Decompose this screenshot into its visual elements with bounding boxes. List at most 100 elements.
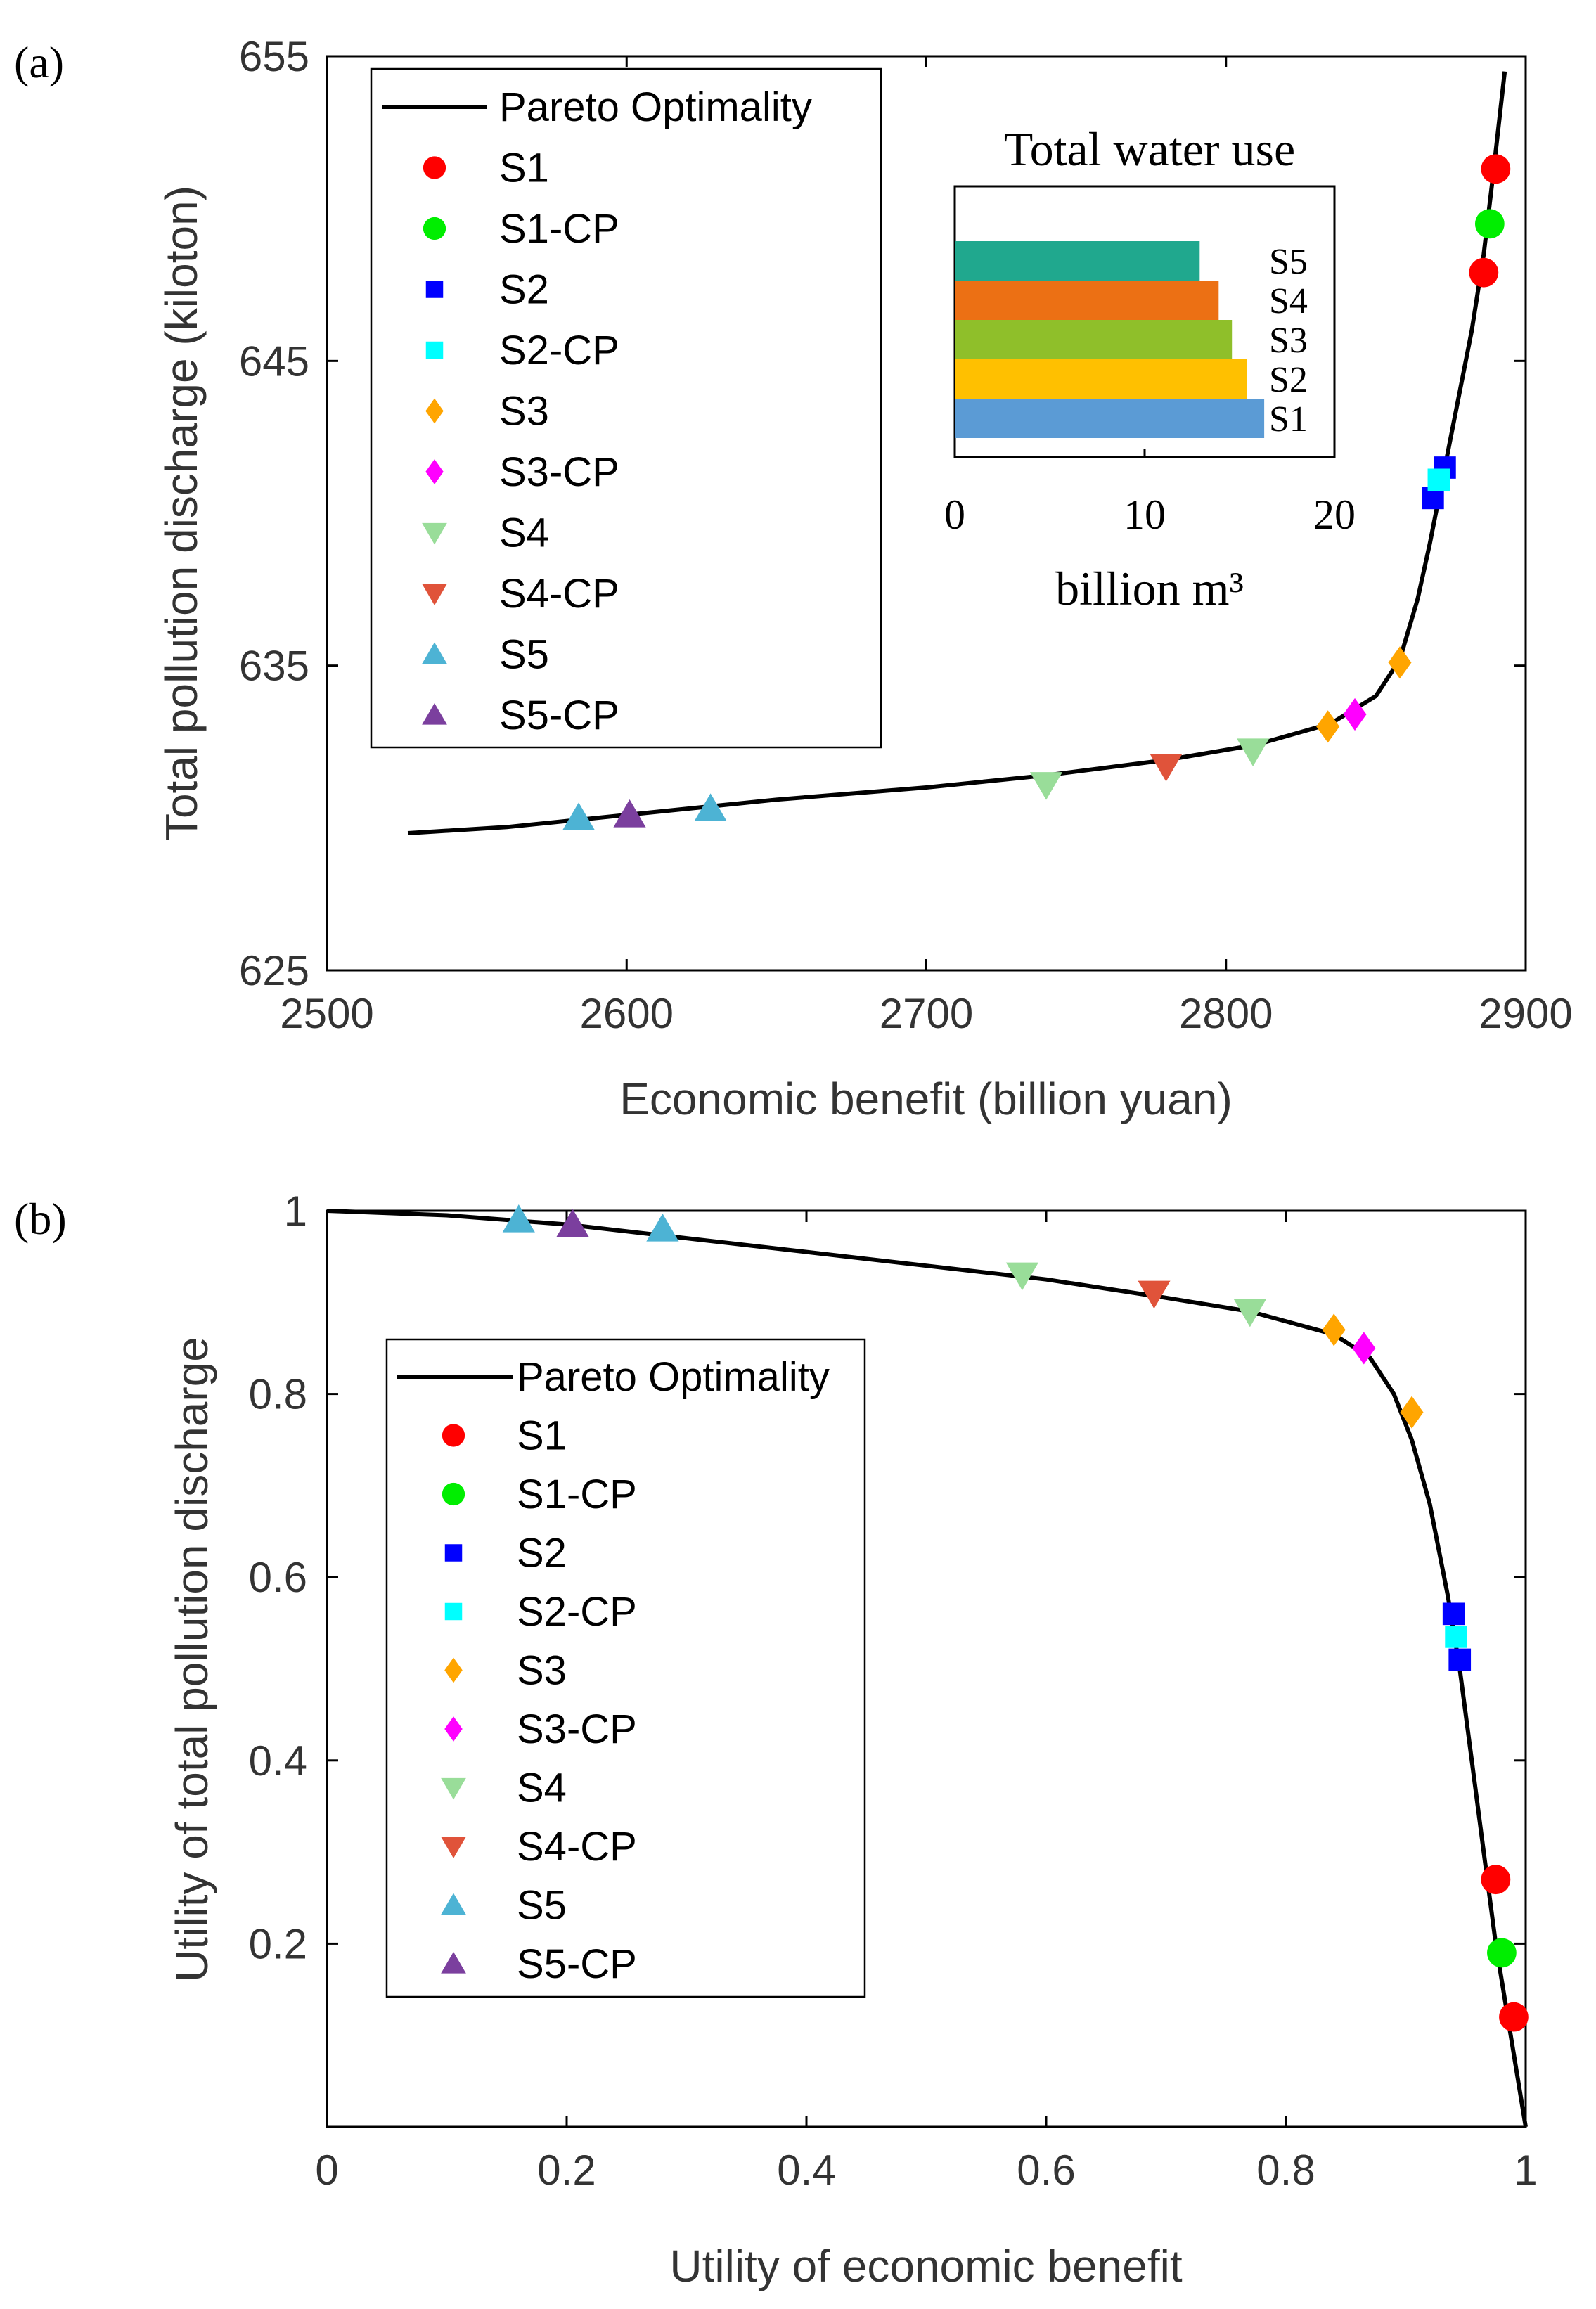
legend-label-s2: S2 bbox=[517, 1531, 567, 1576]
x-tick-label: 0.4 bbox=[777, 2147, 835, 2194]
marker-s2-cp bbox=[1427, 468, 1450, 491]
legend-marker-s5-cp bbox=[422, 703, 447, 725]
legend-marker-s2-cp bbox=[425, 341, 444, 359]
legend-label-s2-cp: S2-CP bbox=[517, 1589, 637, 1635]
inset-category-label: S3 bbox=[1269, 321, 1308, 361]
legend-marker-s3-cp bbox=[425, 459, 444, 484]
inset-x-tick-label: 10 bbox=[1124, 491, 1166, 538]
x-tick-label: 0.8 bbox=[1256, 2147, 1315, 2194]
legend-marker-s3 bbox=[444, 1657, 463, 1683]
inset-title: Total water use bbox=[1004, 122, 1295, 176]
y-tick-label: 645 bbox=[239, 337, 309, 385]
legend-label-s1: S1 bbox=[499, 146, 549, 191]
y-tick-label: 0.2 bbox=[249, 1920, 307, 1967]
legend-label-s5: S5 bbox=[499, 632, 549, 678]
panel-b-data-points bbox=[502, 1204, 1529, 2032]
marker-s3 bbox=[1400, 1396, 1424, 1429]
marker-s4-cp bbox=[1138, 1280, 1171, 1309]
panel-b-y-ticks: 0.2 0.4 0.6 0.8 1 bbox=[249, 1188, 1526, 1967]
marker-s5 bbox=[502, 1204, 535, 1233]
marker-s5 bbox=[562, 802, 596, 830]
inset-category-label: S4 bbox=[1269, 281, 1308, 321]
panel-a: (a) 2500 2600 2700 2800 2900 625 635 645 655 Ec… bbox=[14, 33, 1573, 1124]
legend-label-s5-cp: S5-CP bbox=[517, 1941, 637, 1987]
inset-x-tick-label: 0 bbox=[944, 491, 965, 538]
legend-marker-s1-cp bbox=[442, 1482, 465, 1506]
panel-b: (b) 0 0.2 0.4 0.6 0.8 1 0.2 0.4 0.6 0.8 1 Utility… bbox=[14, 1188, 1538, 2291]
y-tick-label: 0.8 bbox=[249, 1371, 307, 1418]
panel-b-x-axis-label: Utility of economic benefit bbox=[669, 2241, 1182, 2291]
marker-s5-cp bbox=[556, 1209, 589, 1237]
x-tick-label: 1 bbox=[1514, 2147, 1537, 2194]
legend-marker-s3-cp bbox=[444, 1716, 463, 1742]
x-tick-label: 2900 bbox=[1479, 990, 1572, 1037]
x-tick-label: 0.6 bbox=[1017, 2147, 1075, 2194]
inset-category-label: S2 bbox=[1269, 360, 1308, 400]
legend-marker-s1-cp bbox=[423, 217, 446, 240]
legend-label-s3: S3 bbox=[517, 1648, 567, 1694]
panel-b-y-axis-label: Utility of total pollution discharge bbox=[167, 1337, 217, 1982]
legend-label-pareto: Pareto Optimality bbox=[517, 1354, 830, 1400]
legend-marker-s5 bbox=[422, 642, 447, 664]
legend-marker-s2 bbox=[425, 281, 444, 298]
inset-category-label: S1 bbox=[1269, 399, 1308, 439]
panel-b-pareto-curve bbox=[326, 1209, 1528, 2128]
inset-x-tick-label: 20 bbox=[1313, 491, 1356, 538]
inset-x-ticks: 0 10 20 bbox=[944, 449, 1356, 538]
marker-s5 bbox=[694, 793, 727, 821]
legend-marker-s5-cp bbox=[441, 1952, 466, 1974]
inset-bar-s3 bbox=[955, 320, 1233, 359]
legend-label-s1: S1 bbox=[517, 1413, 567, 1459]
marker-s2 bbox=[1442, 1602, 1465, 1626]
pareto-curve-line bbox=[407, 71, 1507, 835]
pareto-curve-line bbox=[326, 1209, 1528, 2128]
marker-s3 bbox=[1388, 646, 1412, 679]
panel-a-x-ticks: 2500 2600 2700 2800 2900 bbox=[280, 56, 1573, 1037]
legend-label-s5: S5 bbox=[517, 1883, 567, 1929]
legend-label-pareto: Pareto Optimality bbox=[499, 84, 812, 130]
inset-bar-s4 bbox=[955, 281, 1219, 320]
marker-s5-cp bbox=[613, 799, 646, 828]
legend-marker-s1 bbox=[442, 1424, 465, 1447]
legend-label-s1-cp: S1-CP bbox=[499, 206, 619, 252]
panel-b-label: (b) bbox=[14, 1194, 67, 1244]
panel-a-label: (a) bbox=[14, 37, 64, 87]
y-tick-label: 655 bbox=[239, 33, 309, 80]
legend-label-s3-cp: S3-CP bbox=[517, 1706, 637, 1752]
x-tick-label: 2500 bbox=[280, 990, 373, 1037]
marker-s1-cp bbox=[1487, 1938, 1517, 1968]
x-tick-label: 0 bbox=[315, 2147, 338, 2194]
inset-bar-s5 bbox=[955, 241, 1200, 281]
panel-b-legend: Pareto Optimality S1 S1-CP S2 S2-CP S3 S3-CP S4… bbox=[397, 1354, 830, 1987]
legend-marker-s4-cp bbox=[422, 584, 447, 605]
marker-s2-cp bbox=[1445, 1626, 1467, 1648]
legend-label-s4: S4 bbox=[517, 1765, 567, 1811]
legend-label-s4-cp: S4-CP bbox=[499, 571, 619, 617]
panel-a-y-axis-label: Total pollution discharge (kiloton) bbox=[156, 186, 207, 841]
panel-a-pareto-curve bbox=[407, 71, 1507, 835]
legend-label-s3-cp: S3-CP bbox=[499, 449, 619, 495]
y-tick-label: 0.4 bbox=[249, 1737, 307, 1784]
marker-s4 bbox=[1029, 772, 1063, 800]
legend-marker-s5 bbox=[441, 1893, 466, 1915]
x-tick-label: 2800 bbox=[1179, 990, 1273, 1037]
legend-label-s3: S3 bbox=[499, 389, 549, 435]
inset-bar-s1 bbox=[955, 399, 1265, 438]
x-tick-label: 2700 bbox=[880, 990, 973, 1037]
legend-label-s5-cp: S5-CP bbox=[499, 693, 619, 738]
panel-a-x-axis-label: Economic benefit (billion yuan) bbox=[619, 1074, 1233, 1124]
legend-label-s4-cp: S4-CP bbox=[517, 1824, 637, 1870]
marker-s5 bbox=[646, 1214, 679, 1242]
marker-s4-cp bbox=[1150, 754, 1183, 782]
marker-s3-cp bbox=[1352, 1332, 1376, 1365]
marker-s2 bbox=[1448, 1648, 1472, 1671]
x-tick-label: 2600 bbox=[580, 990, 674, 1037]
marker-s3-cp bbox=[1343, 697, 1367, 731]
legend-label-s2: S2 bbox=[499, 267, 549, 313]
inset-bar-s2 bbox=[955, 359, 1247, 399]
legend-label-s2-cp: S2-CP bbox=[499, 328, 619, 373]
y-tick-label: 1 bbox=[284, 1188, 307, 1235]
panel-a-legend: Pareto Optimality S1 S1-CP S2 S2-CP S3 S3-CP S4… bbox=[382, 84, 812, 738]
legend-marker-s2 bbox=[444, 1544, 463, 1562]
